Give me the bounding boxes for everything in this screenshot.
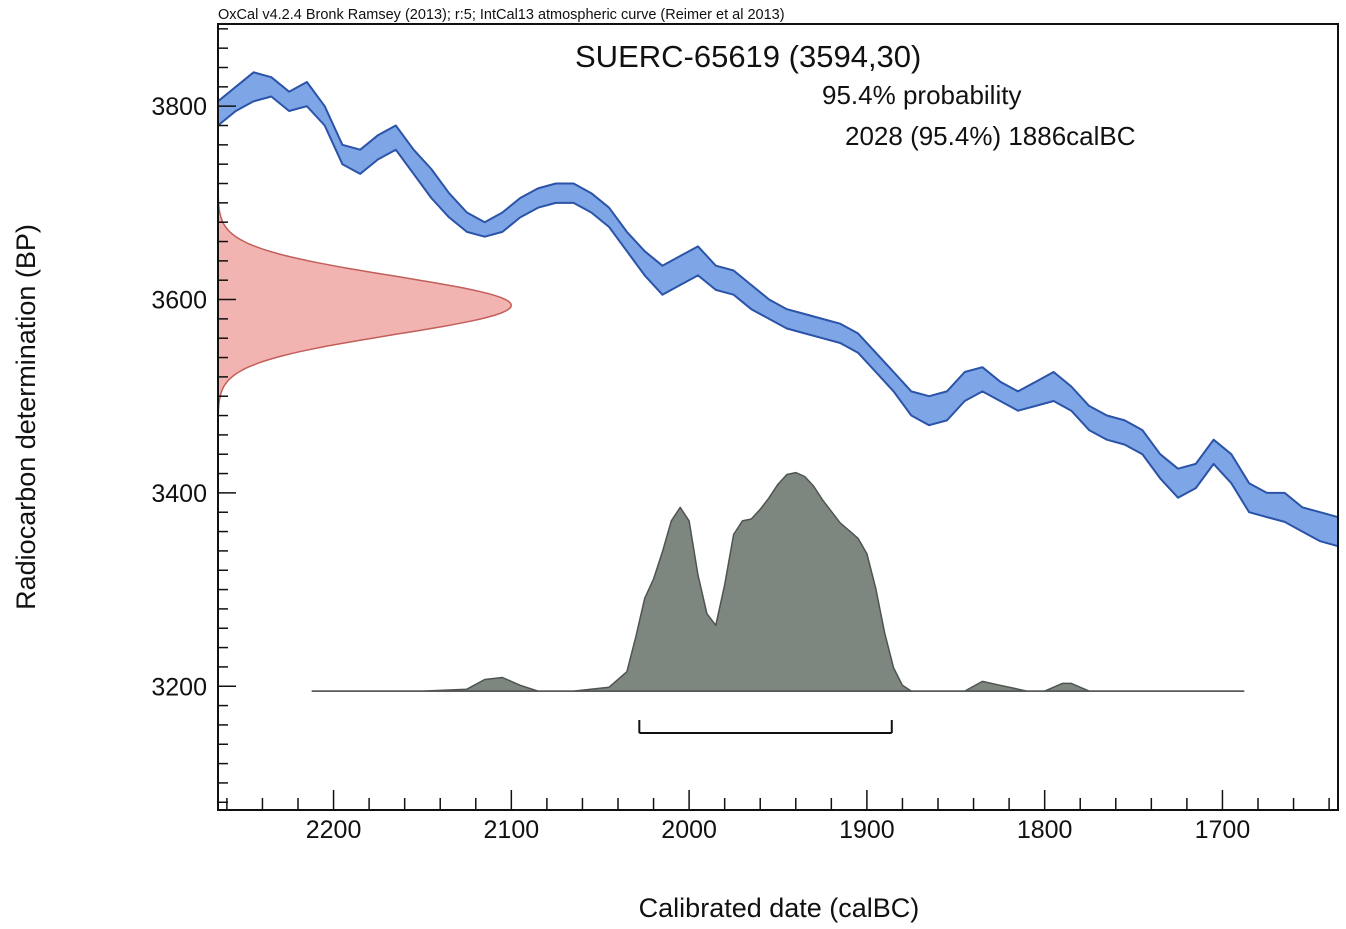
- y-tick-label: 3600: [151, 287, 207, 315]
- axes: 2200 2100 2000 1900 1800 1700 3800 3600 3400 3200: [151, 28, 1330, 844]
- y-tick-label: 3800: [151, 93, 207, 121]
- x-tick-label: 2000: [661, 816, 717, 844]
- range-bar-95: [638, 720, 893, 734]
- probability-range: 2028 (95.4%) 1886calBC: [845, 121, 1136, 151]
- x-axis-title: Calibrated date (calBC): [639, 893, 920, 923]
- y-tick-label: 3200: [151, 673, 207, 701]
- radiocarbon-distribution: [218, 188, 513, 423]
- plot-area: [218, 71, 1338, 734]
- y-tick-label: 3400: [151, 480, 207, 508]
- software-header: OxCal v4.2.4 Bronk Ramsey (2013); r:5; I…: [218, 7, 785, 23]
- y-axis-title: Radiocarbon determination (BP): [11, 224, 41, 610]
- x-tick-label: 2100: [484, 816, 540, 844]
- x-tick-label: 2200: [306, 816, 362, 844]
- calibration-curve-band: [218, 71, 1338, 548]
- plot-frame: [217, 23, 1339, 811]
- posterior-distribution: [311, 471, 1245, 692]
- x-tick-label: 1800: [1017, 816, 1073, 844]
- x-tick-label: 1900: [839, 816, 895, 844]
- x-tick-label: 1700: [1195, 816, 1251, 844]
- plot-content: [218, 71, 1338, 734]
- probability-heading: 95.4% probability: [822, 80, 1021, 110]
- sample-title: SUERC-65619 (3594,30): [575, 39, 921, 74]
